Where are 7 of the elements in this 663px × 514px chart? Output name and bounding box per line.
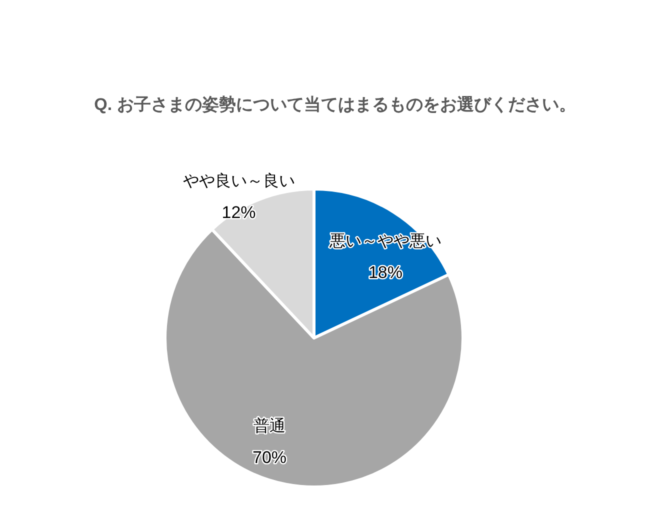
slice-label: やや良い～良い (182, 172, 295, 190)
slice-label: 普通 (254, 416, 286, 435)
data-label: 12% (222, 203, 256, 222)
chart-title: Q. お子さまの姿勢について当てはまるものをお選びください。 (94, 95, 576, 114)
data-label: 70% (252, 448, 287, 467)
data-label: 18% (368, 263, 402, 282)
slice-label: 悪い～やや悪い (328, 233, 442, 250)
